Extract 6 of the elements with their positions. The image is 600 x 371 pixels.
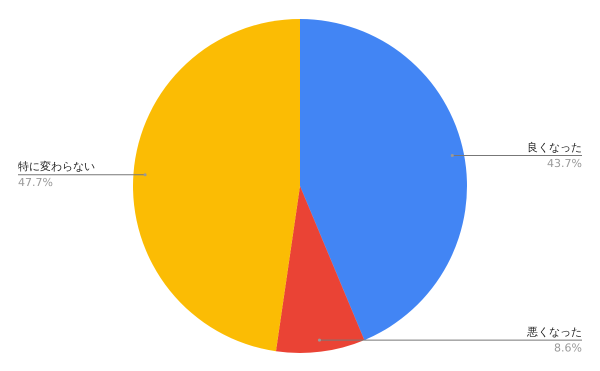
data-label: 47.7%: [18, 176, 53, 190]
slice-label: 特に変わらない: [18, 160, 95, 174]
slice-label: 悪くなった: [526, 325, 582, 338]
data-label: 43.7%: [547, 156, 582, 170]
slice-label: 良くなった: [527, 140, 582, 154]
data-label: 8.6%: [554, 341, 582, 354]
